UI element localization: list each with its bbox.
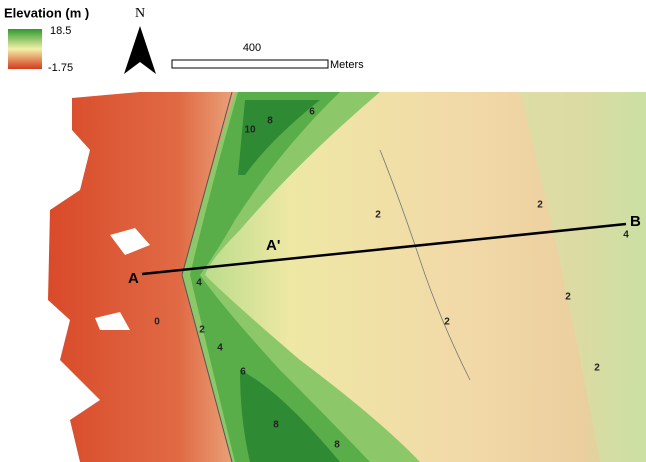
contour-label: 4 — [196, 278, 202, 289]
north-arrow — [124, 26, 156, 74]
contour-label: 8 — [334, 440, 340, 451]
contour-label: 10 — [244, 125, 256, 136]
contour-label: 2 — [565, 292, 571, 303]
legend-title: Elevation (m ) — [4, 5, 89, 20]
north-label: N — [135, 6, 145, 21]
map-figure: A A' B 10862244024622288 Elevation (m ) … — [0, 0, 646, 462]
contour-label: 0 — [154, 317, 160, 328]
contour-label: 8 — [267, 116, 273, 127]
contour-label: 2 — [444, 317, 450, 328]
scale-unit: Meters — [330, 59, 364, 71]
profile-end-label: B — [630, 213, 641, 230]
contour-label: 2 — [375, 210, 381, 221]
contour-label: 2 — [594, 363, 600, 374]
legend-swatch — [8, 29, 42, 69]
legend-max: 18.5 — [50, 25, 71, 37]
profile-start-label: A — [128, 270, 139, 287]
profile-mid-label: A' — [266, 237, 280, 254]
contour-label: 6 — [309, 107, 315, 118]
contour-label: 4 — [623, 230, 629, 241]
contour-label: 4 — [217, 343, 223, 354]
legend-min: -1.75 — [48, 62, 73, 74]
contour-label: 2 — [199, 325, 205, 336]
contour-label: 8 — [273, 420, 279, 431]
scale-distance: 400 — [243, 42, 261, 54]
scale-bar — [172, 60, 328, 68]
contour-label: 2 — [537, 200, 543, 211]
contour-label: 6 — [240, 367, 246, 378]
